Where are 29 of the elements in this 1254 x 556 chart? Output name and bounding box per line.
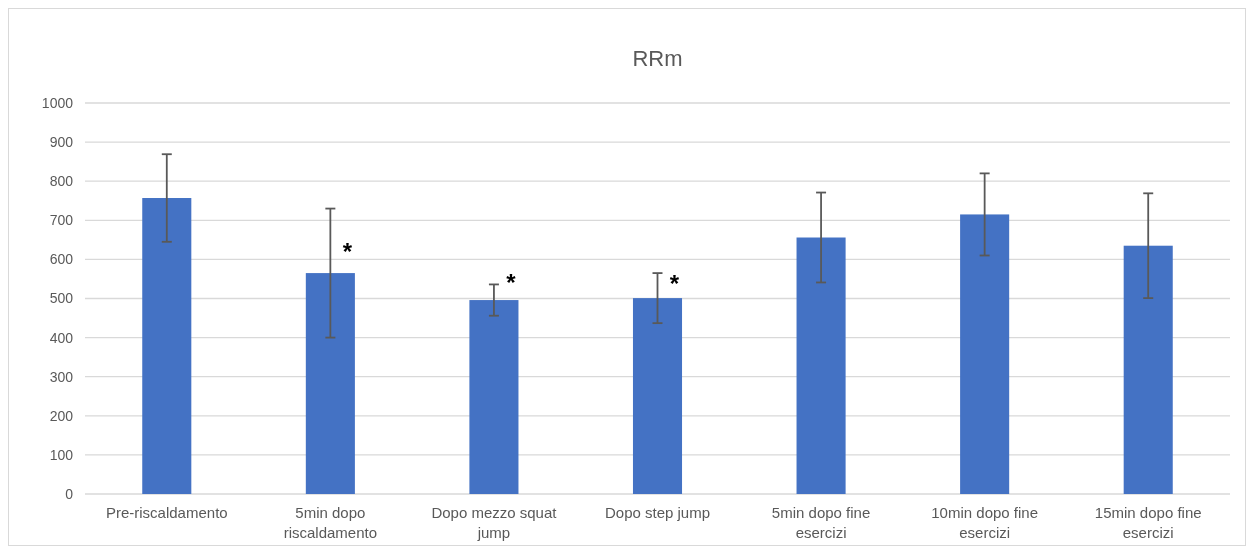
chart-title: RRm xyxy=(632,46,683,71)
x-tick-label: 15min dopo fine esercizi xyxy=(1094,504,1202,541)
y-tick-label: 900 xyxy=(49,134,74,150)
annotation: * xyxy=(669,270,680,298)
x-tick-label: Dopo step jump xyxy=(604,504,711,521)
y-tick-label: 500 xyxy=(49,290,74,307)
y-tick-label: 200 xyxy=(49,407,74,424)
x-tick-label: 10min dopo fine esercizi xyxy=(931,504,1039,541)
annotation: * xyxy=(342,237,353,265)
x-tick-label: 5min dopo fine esercizi xyxy=(771,504,871,541)
bar xyxy=(305,273,355,494)
y-tick-label: 100 xyxy=(49,446,74,463)
y-tick-label: 1000 xyxy=(41,94,74,111)
bar xyxy=(142,198,192,494)
y-tick-label: 700 xyxy=(49,212,74,229)
bar xyxy=(1123,245,1173,494)
y-tick-label: 600 xyxy=(49,251,74,268)
bar xyxy=(469,300,519,494)
y-tick-label: 0 xyxy=(65,485,74,502)
y-tick-label: 400 xyxy=(49,329,74,346)
bar xyxy=(796,237,846,494)
bar xyxy=(960,214,1010,494)
y-tick-label: 300 xyxy=(49,368,74,385)
bar xyxy=(632,298,683,494)
x-tick-label: Pre-riscaldamento xyxy=(105,504,228,521)
x-tick-label: Dopo mezzo squat jump xyxy=(431,504,558,541)
y-tick-label: 800 xyxy=(49,173,74,190)
annotation: * xyxy=(506,268,517,296)
x-tick-label: 5min dopo riscaldamento xyxy=(283,504,378,541)
